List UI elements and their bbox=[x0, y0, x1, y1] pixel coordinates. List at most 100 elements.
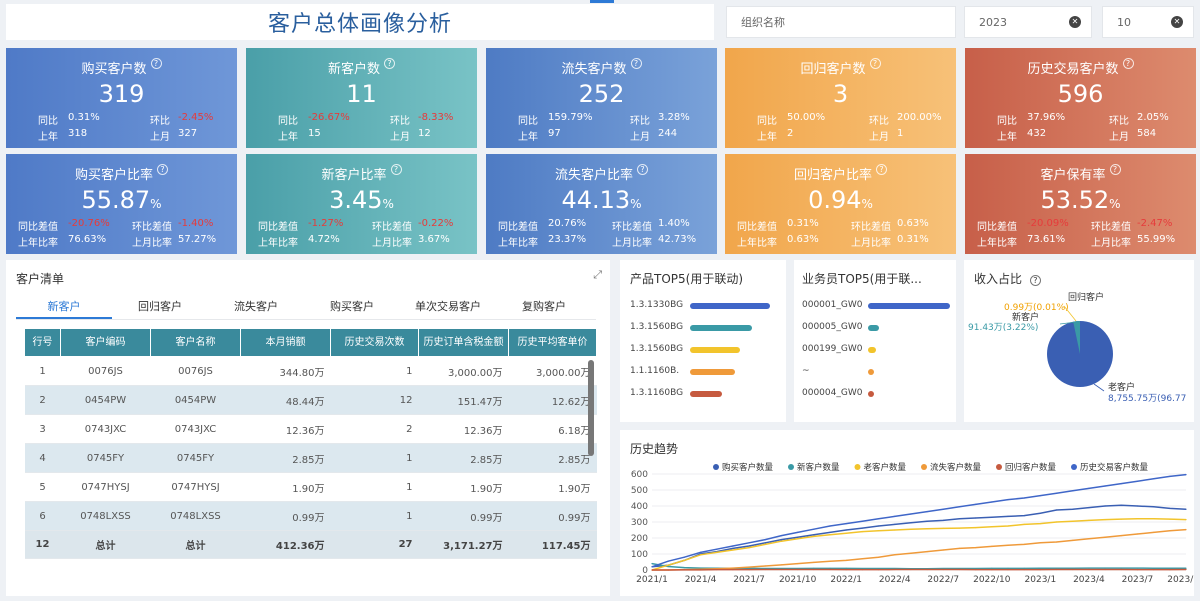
data-point bbox=[910, 528, 912, 530]
col-avg-price[interactable]: 历史平均客单价 bbox=[508, 328, 597, 357]
bar-mark[interactable] bbox=[868, 347, 877, 353]
kpi-value-unit: % bbox=[150, 197, 162, 211]
bar-mark[interactable] bbox=[690, 303, 770, 309]
data-point bbox=[910, 513, 912, 515]
kpi-card[interactable]: 购买客户数? 319 同比 0.31% 环比 -2.45% 上年 318 上月 … bbox=[6, 48, 237, 148]
data-point bbox=[732, 545, 734, 547]
table-row[interactable]: 4 0745FY 0745FY 2.85万 1 2.85万 2.85万 bbox=[24, 443, 597, 473]
table-cell: 1 bbox=[24, 356, 61, 386]
bar-mark[interactable] bbox=[868, 391, 874, 397]
kpi-value-unit: % bbox=[630, 197, 642, 211]
data-point bbox=[651, 569, 653, 571]
kpi-card[interactable]: 流失客户比率? 44.13% 同比差值 20.76% 环比差值 1.40% 上年… bbox=[486, 154, 717, 254]
kpi-yoy-label: 同比 bbox=[38, 116, 58, 127]
data-point bbox=[861, 567, 863, 570]
kpi-last-year-value: 0.63% bbox=[787, 234, 819, 245]
bar-mark[interactable] bbox=[690, 325, 753, 331]
table-row[interactable]: 6 0748LXSS 0748LXSS 0.99万 1 0.99万 0.99万 bbox=[24, 501, 597, 531]
kpi-last-month-label: 上月比率 bbox=[1091, 238, 1131, 249]
tab-lost-customers[interactable]: 流失客户 bbox=[234, 300, 278, 313]
bar-mark[interactable] bbox=[690, 347, 740, 353]
help-icon[interactable]: ? bbox=[157, 164, 168, 175]
col-row-no[interactable]: 行号 bbox=[24, 328, 61, 357]
col-customer-name[interactable]: 客户名称 bbox=[150, 328, 241, 357]
help-icon[interactable]: ? bbox=[384, 58, 395, 69]
kpi-value-number: 44.13 bbox=[561, 186, 631, 214]
kpi-last-year-value: 4.72% bbox=[308, 234, 340, 245]
table-cell: 0748LXSS bbox=[150, 501, 241, 531]
x-tick-label: 2022/1 bbox=[830, 575, 862, 585]
kpi-card[interactable]: 客户保有率? 53.52% 同比差值 -20.09% 环比差值 -2.47% 上… bbox=[965, 154, 1196, 254]
kpi-yoy-value: -20.09% bbox=[1027, 218, 1069, 229]
table-cell: 0454PW bbox=[60, 385, 151, 415]
col-order-amount[interactable]: 历史订单含税金额 bbox=[418, 328, 509, 357]
data-point bbox=[667, 565, 669, 568]
data-point bbox=[813, 567, 815, 569]
tab-new-customers[interactable]: 新客户 bbox=[16, 296, 112, 319]
data-point bbox=[732, 549, 734, 551]
table-scrollbar[interactable] bbox=[588, 360, 594, 456]
tab-repeat-customers[interactable]: 复购客户 bbox=[522, 300, 566, 313]
tab-single-trade-customers[interactable]: 单次交易客户 bbox=[415, 300, 481, 313]
kpi-card[interactable]: 流失客户数? 252 同比 159.79% 环比 3.28% 上年 97 上月 … bbox=[486, 48, 717, 148]
x-tick-label: 2023/1 bbox=[1025, 575, 1057, 585]
data-point bbox=[1072, 520, 1074, 522]
kpi-last-year-value: 97 bbox=[548, 128, 561, 139]
history-trend-title: 历史趋势 bbox=[630, 442, 679, 456]
kpi-mom-value: 0.63% bbox=[897, 218, 929, 229]
org-name-filter[interactable]: 组织名称 bbox=[726, 6, 956, 38]
help-icon[interactable]: ? bbox=[637, 164, 648, 175]
kpi-card[interactable]: 历史交易客户数? 596 同比 37.96% 环比 2.05% 上年 432 上… bbox=[965, 48, 1196, 148]
bar-mark[interactable] bbox=[690, 391, 722, 397]
bar-mark[interactable] bbox=[690, 369, 735, 375]
help-icon[interactable]: ? bbox=[390, 164, 402, 175]
table-row[interactable]: 1 0076JS 0076JS 344.80万 1 3,000.00万 3,000.00万 bbox=[24, 356, 597, 386]
help-icon[interactable]: ? bbox=[1109, 164, 1121, 175]
help-icon[interactable]: ? bbox=[150, 58, 162, 69]
data-point bbox=[1136, 533, 1139, 535]
x-tick-label: 2022/4 bbox=[879, 575, 911, 585]
org-name-placeholder: 组织名称 bbox=[741, 16, 785, 29]
data-point bbox=[829, 531, 831, 533]
tab-buying-customers[interactable]: 购买客户 bbox=[330, 300, 374, 313]
clear-month-icon[interactable]: ✕ bbox=[1171, 16, 1183, 28]
kpi-label: 新客户数? bbox=[246, 58, 477, 77]
expand-icon[interactable]: ⤢ bbox=[593, 268, 602, 281]
bar-mark[interactable] bbox=[868, 325, 880, 331]
data-point bbox=[1185, 529, 1187, 531]
kpi-card[interactable]: 回归客户数? 3 同比 50.00% 环比 200.00% 上年 2 上月 1 bbox=[725, 48, 956, 148]
col-month-sales[interactable]: 本月销额 bbox=[240, 328, 331, 357]
data-point bbox=[991, 545, 993, 547]
table-cell: 1.90万 bbox=[418, 472, 509, 502]
table-cell: 4 bbox=[24, 443, 61, 473]
tab-return-customers[interactable]: 回归客户 bbox=[138, 300, 182, 313]
table-row[interactable]: 3 0743JXC 0743JXC 12.36万 2 12.36万 6.18万 bbox=[24, 414, 597, 444]
kpi-card[interactable]: 新客户比率? 3.45% 同比差值 -1.27% 环比差值 -0.22% 上年比… bbox=[246, 154, 477, 254]
col-trade-count[interactable]: 历史交易次数 bbox=[330, 328, 419, 357]
col-customer-code[interactable]: 客户编码 bbox=[60, 328, 151, 357]
help-icon[interactable]: ? bbox=[1029, 275, 1041, 286]
data-point bbox=[1136, 518, 1139, 520]
table-row[interactable]: 2 0454PW 0454PW 48.44万 12 151.47万 12.62万 bbox=[24, 385, 597, 415]
table-cell: 0747HYSJ bbox=[150, 472, 241, 502]
month-select[interactable]: 10 ✕ bbox=[1102, 6, 1194, 38]
y-tick-label: 600 bbox=[631, 470, 648, 480]
kpi-mom-label: 环比差值 bbox=[1091, 222, 1131, 233]
kpi-card[interactable]: 回归客户比率? 0.94% 同比差值 0.31% 环比差值 0.63% 上年比率… bbox=[725, 154, 956, 254]
year-select[interactable]: 2023 ✕ bbox=[964, 6, 1092, 38]
table-row[interactable]: 5 0747HYSJ 0747HYSJ 1.90万 1 1.90万 1.90万 bbox=[24, 472, 597, 502]
data-point bbox=[699, 554, 702, 556]
data-point bbox=[877, 518, 880, 520]
help-icon[interactable]: ? bbox=[876, 164, 887, 175]
help-icon[interactable]: ? bbox=[869, 58, 881, 69]
bar-mark[interactable] bbox=[868, 303, 950, 309]
data-point bbox=[716, 551, 718, 553]
kpi-card[interactable]: 购买客户比率? 55.87% 同比差值 -20.76% 环比差值 -1.40% … bbox=[6, 154, 237, 254]
data-point bbox=[845, 559, 847, 561]
bar-mark[interactable] bbox=[868, 369, 874, 375]
help-icon[interactable]: ? bbox=[630, 58, 642, 69]
pie-slice-new bbox=[1073, 320, 1080, 354]
kpi-card[interactable]: 新客户数? 11 同比 -26.67% 环比 -8.33% 上年 15 上月 1… bbox=[246, 48, 477, 148]
clear-year-icon[interactable]: ✕ bbox=[1069, 16, 1081, 28]
help-icon[interactable]: ? bbox=[1122, 58, 1134, 69]
